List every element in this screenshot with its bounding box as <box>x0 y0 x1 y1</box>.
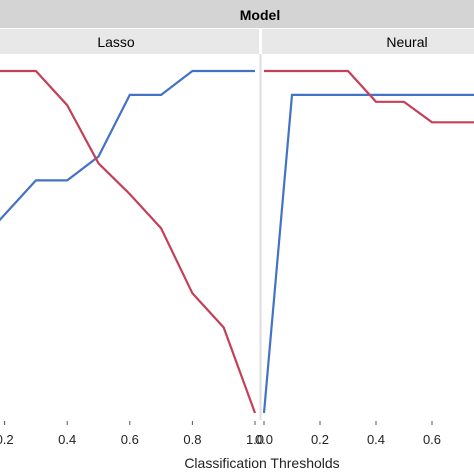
x-tick-label-lasso-1: 0.4 <box>58 432 76 447</box>
x-tick-label-neural-2: 0.4 <box>367 432 385 447</box>
x-tick-label-lasso-0: 0.2 <box>0 432 14 447</box>
series-line-neural-blue <box>262 93 474 414</box>
panel-header-neural-label: Neural <box>386 34 427 50</box>
series-line-lasso-blue <box>0 69 255 222</box>
x-tick-label-neural-0: 0.0 <box>255 432 273 447</box>
panel-header-lasso-label: Lasso <box>97 34 135 50</box>
series-line-lasso-red <box>0 69 257 414</box>
x-axis-title: Classification Thresholds <box>184 455 339 471</box>
x-tick-label-lasso-2: 0.6 <box>121 432 139 447</box>
series-line-neural-red <box>264 69 474 124</box>
model-header-bg <box>0 0 474 28</box>
x-tick-label-lasso-4: 1.0 <box>246 432 264 447</box>
model-header-label: Model <box>240 7 280 23</box>
x-tick-label-neural-3: 0.6 <box>423 432 441 447</box>
panel-neural-lines <box>262 69 474 414</box>
panel-lasso-lines <box>0 69 257 414</box>
panel-header-lasso-bg <box>0 29 259 54</box>
x-tick-label-lasso-3: 0.8 <box>183 432 201 447</box>
panel-header-neural-bg <box>262 29 474 54</box>
x-tick-label-neural-1: 0.2 <box>311 432 329 447</box>
